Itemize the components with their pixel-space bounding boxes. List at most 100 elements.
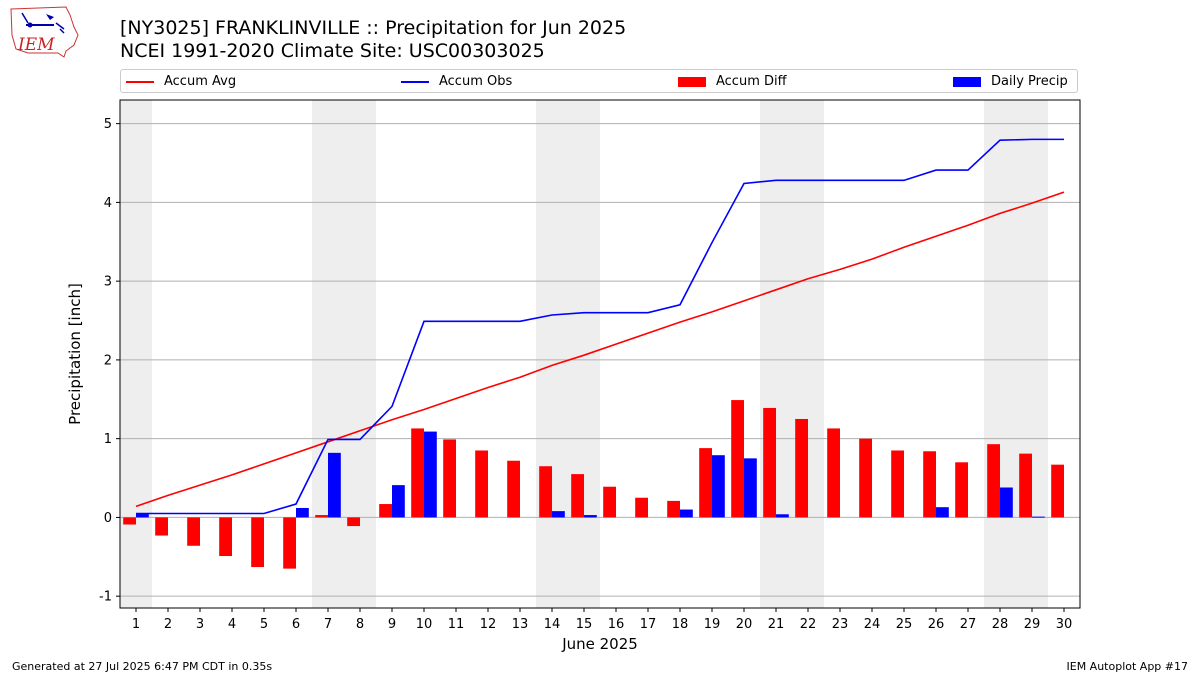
- x-tick-label: 21: [768, 617, 785, 632]
- y-tick-label: 5: [104, 117, 112, 132]
- daily-precip-bar: [392, 485, 405, 518]
- accum-diff-bar: [123, 517, 136, 525]
- daily-precip-bar: [136, 513, 149, 518]
- x-tick-label: 24: [864, 617, 881, 632]
- accum-diff-bar: [635, 497, 648, 518]
- legend-item-accum-diff: Accum Diff: [678, 73, 787, 90]
- chart-subtitle: NCEI 1991-2020 Climate Site: USC00303025: [120, 40, 545, 62]
- x-tick-label: 3: [196, 617, 204, 632]
- y-tick-label: -1: [99, 590, 112, 605]
- daily-precip-bar: [328, 452, 341, 518]
- x-tick-label: 23: [832, 617, 849, 632]
- daily-precip-bar: [680, 509, 693, 518]
- accum-diff-bar: [475, 450, 488, 518]
- accum-diff-bar: [379, 504, 392, 518]
- accum-diff-bar: [987, 444, 1000, 518]
- daily-precip-bar: [296, 507, 309, 518]
- x-tick-label: 20: [736, 617, 753, 632]
- x-tick-label: 30: [1056, 617, 1073, 632]
- accum-diff-bar: [923, 451, 936, 518]
- x-tick-label: 14: [544, 617, 561, 632]
- x-tick-label: 6: [292, 617, 300, 632]
- x-tick-label: 13: [512, 617, 529, 632]
- x-tick-label: 9: [388, 617, 396, 632]
- x-tick-label: 29: [1024, 617, 1041, 632]
- plot-frame: [119, 99, 1081, 609]
- daily-precip-bar: [1000, 487, 1013, 518]
- accum-diff-bar: [699, 448, 712, 518]
- weekend-shade: [760, 100, 824, 608]
- x-tick-label: 18: [672, 617, 689, 632]
- legend-item-accum-avg: Accum Avg: [126, 73, 236, 90]
- daily-precip-bar: [424, 431, 437, 518]
- accum-diff-bar: [1019, 453, 1032, 518]
- x-tick-label: 2: [164, 617, 172, 632]
- accum-avg-line: [135, 191, 1065, 508]
- x-axis-label: June 2025: [561, 635, 638, 653]
- accum-diff-bar: [219, 517, 232, 557]
- x-tick-label: 28: [992, 617, 1009, 632]
- accum-diff-bar: [891, 450, 904, 518]
- daily-precip-bar: [712, 455, 725, 518]
- accum-diff-bar: [955, 462, 968, 518]
- accum-diff-bar: [539, 466, 552, 518]
- accum-diff-bar: [1051, 464, 1064, 518]
- daily-precip-bar: [744, 458, 757, 518]
- x-tick-label: 10: [416, 617, 433, 632]
- y-tick-label: 2: [104, 353, 112, 368]
- legend-label: Accum Obs: [439, 74, 513, 89]
- legend-swatch-accum-avg: [126, 80, 154, 83]
- y-axis-label: Precipitation [inch]: [66, 283, 84, 425]
- accum-diff-bar: [251, 517, 264, 568]
- logo-text: IEM: [17, 35, 55, 55]
- accum-diff-bar: [763, 407, 776, 518]
- accum-diff-bar: [187, 517, 200, 546]
- accum-diff-bar: [411, 428, 424, 518]
- legend-label: Accum Diff: [716, 74, 787, 89]
- accum-diff-bar: [603, 486, 616, 518]
- x-tick-label: 17: [640, 617, 657, 632]
- legend-label: Accum Avg: [164, 74, 237, 89]
- accum-diff-bar: [571, 474, 584, 518]
- weekend-shade: [984, 100, 1048, 608]
- accum-diff-bar: [667, 500, 680, 518]
- chart-title: [NY3025] FRANKLINVILLE :: Precipitation …: [120, 17, 627, 39]
- accum-diff-bar: [795, 418, 808, 518]
- x-tick-label: 7: [324, 617, 332, 632]
- daily-precip-bar: [936, 507, 949, 518]
- generated-timestamp: Generated at 27 Jul 2025 6:47 PM CDT in …: [12, 660, 273, 673]
- x-tick-label: 12: [480, 617, 497, 632]
- daily-precip-bar: [584, 515, 597, 518]
- app-credit: IEM Autoplot App #17: [1066, 660, 1189, 673]
- accum-diff-bar: [347, 517, 360, 527]
- x-tick-label: 25: [896, 617, 913, 632]
- x-tick-label: 11: [448, 617, 465, 632]
- accum-diff-bar: [283, 517, 296, 569]
- daily-precip-bar: [776, 514, 789, 518]
- x-tick-label: 4: [228, 617, 236, 632]
- x-tick-label: 19: [704, 617, 721, 632]
- x-tick-label: 16: [608, 617, 625, 632]
- accum-diff-bar: [827, 428, 840, 518]
- y-tick-label: 3: [104, 275, 112, 290]
- x-tick-label: 8: [356, 617, 364, 632]
- daily-precip-bar: [1032, 516, 1045, 518]
- accum-obs-line: [136, 138, 1064, 515]
- weekend-shade: [312, 100, 376, 608]
- x-tick-label: 5: [260, 617, 268, 632]
- legend-swatch-accum-diff: [678, 76, 706, 87]
- y-tick-label: 1: [104, 432, 112, 447]
- legend-swatch-daily-precip: [953, 76, 981, 87]
- y-tick-label: 4: [104, 196, 112, 211]
- accum-diff-bar: [315, 515, 328, 518]
- accum-diff-bar: [859, 438, 872, 518]
- daily-precip-bar: [552, 511, 565, 518]
- accum-diff-bar: [731, 400, 744, 518]
- x-tick-label: 1: [132, 617, 140, 632]
- legend-item-accum-obs: Accum Obs: [401, 73, 512, 90]
- x-tick-label: 22: [800, 617, 817, 632]
- legend-label: Daily Precip: [991, 74, 1068, 89]
- legend-swatch-accum-obs: [401, 80, 429, 83]
- accum-diff-bar: [443, 439, 456, 518]
